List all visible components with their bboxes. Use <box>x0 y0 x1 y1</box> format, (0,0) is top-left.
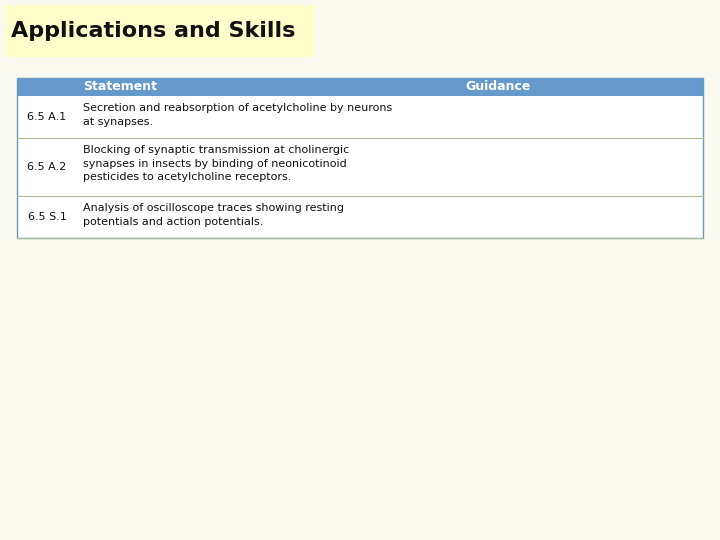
Text: Blocking of synaptic transmission at cholinergic
synapses in insects by binding : Blocking of synaptic transmission at cho… <box>83 145 349 182</box>
Text: Analysis of oscilloscope traces showing resting
potentials and action potentials: Analysis of oscilloscope traces showing … <box>83 203 344 227</box>
Text: 6.5 A.1: 6.5 A.1 <box>27 112 66 122</box>
Bar <box>5 5 315 57</box>
Text: Applications and Skills: Applications and Skills <box>11 21 295 41</box>
Text: Guidance: Guidance <box>465 80 531 93</box>
Text: 6.5 A.2: 6.5 A.2 <box>27 162 67 172</box>
Text: Secretion and reabsorption of acetylcholine by neurons
at synapses.: Secretion and reabsorption of acetylchol… <box>83 103 392 126</box>
Bar <box>17 78 703 238</box>
Text: 6.5 S.1: 6.5 S.1 <box>27 212 66 222</box>
Text: Statement: Statement <box>83 80 157 93</box>
Bar <box>17 78 703 96</box>
